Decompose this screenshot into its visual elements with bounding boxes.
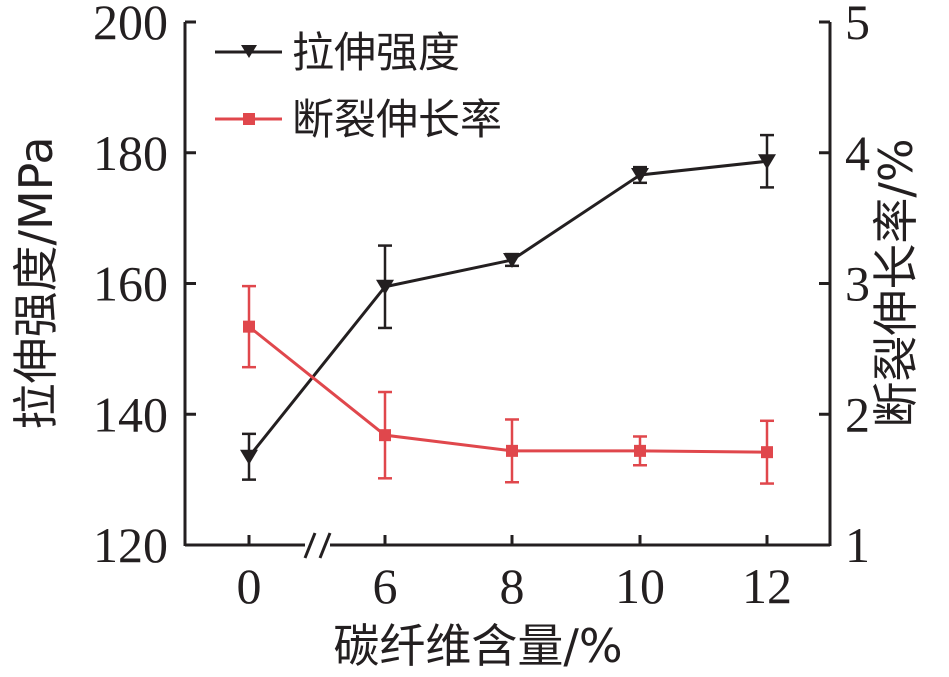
right-y-tick-label: 4 xyxy=(845,125,870,181)
data-point-square xyxy=(634,444,646,457)
series-line xyxy=(247,159,768,458)
right-y-tick-label: 5 xyxy=(845,0,870,50)
data-point-triangle xyxy=(240,449,258,465)
left-y-axis-title: 拉伸强度/MPa xyxy=(9,136,63,429)
series-line xyxy=(248,325,768,454)
left-y-axis-ticks: 120 140 160 180 200 xyxy=(93,0,196,573)
left-y-tick-label: 160 xyxy=(93,256,168,312)
left-y-tick-label: 140 xyxy=(93,386,168,442)
data-point-triangle xyxy=(758,154,776,170)
data-point-triangle xyxy=(503,252,521,268)
data-point-triangle xyxy=(631,167,649,183)
data-point-square xyxy=(761,446,773,459)
legend-label-tensile-strength: 拉伸强度 xyxy=(292,28,460,77)
right-y-axis-ticks: 1 2 3 4 5 xyxy=(819,0,870,573)
series-tensile-strength xyxy=(240,133,776,481)
x-axis-ticks: 0 6 8 10 12 xyxy=(237,535,792,614)
data-point-square xyxy=(506,444,518,457)
legend-marker-tensile-strength xyxy=(241,45,257,58)
right-y-tick-label: 3 xyxy=(845,256,870,312)
data-point-square xyxy=(243,320,255,333)
x-tick-label: 12 xyxy=(742,558,792,614)
left-y-tick-label: 120 xyxy=(93,517,168,573)
series-layer xyxy=(240,133,776,485)
left-y-tick-label: 200 xyxy=(93,0,168,50)
x-tick-label: 0 xyxy=(237,558,262,614)
data-point-triangle xyxy=(376,279,394,295)
right-y-axis-title: 断裂伸长率/% xyxy=(869,138,923,427)
data-point-square xyxy=(379,429,391,442)
legend-marker-elongation xyxy=(243,113,255,125)
x-axis-title: 碳纤维含量/% xyxy=(333,619,622,673)
legend: 拉伸强度 断裂伸长率 xyxy=(215,28,502,144)
left-y-tick-label: 180 xyxy=(93,125,168,181)
right-y-tick-label: 2 xyxy=(845,386,870,442)
axis-break-mark-1 xyxy=(303,532,317,559)
axis-break-mark-2 xyxy=(318,532,332,559)
right-y-tick-label: 1 xyxy=(845,517,870,573)
plot-frame xyxy=(183,22,832,559)
x-tick-label: 10 xyxy=(615,558,665,614)
legend-label-elongation: 断裂伸长率 xyxy=(292,95,502,144)
series-elongation xyxy=(242,284,774,485)
x-tick-label: 6 xyxy=(373,558,398,614)
x-tick-label: 8 xyxy=(500,558,525,614)
